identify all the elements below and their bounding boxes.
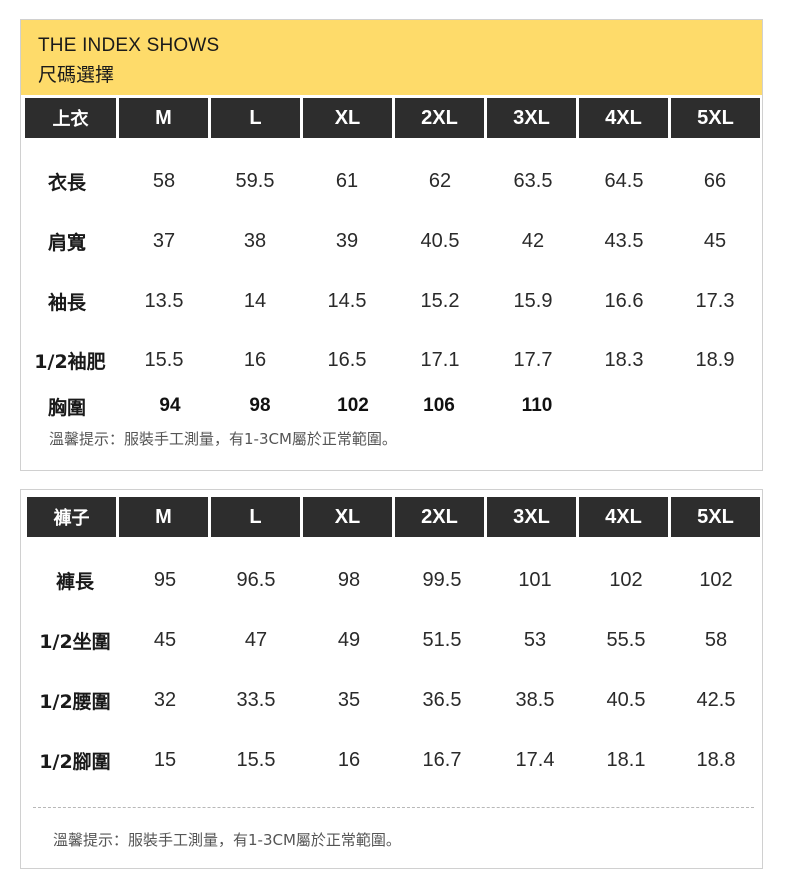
table-cell: 40.5	[420, 229, 460, 252]
table-cell: 16.5	[327, 348, 367, 371]
table-cell: 64.5	[604, 169, 644, 192]
table-cell: 58	[152, 169, 176, 192]
table-cell: 53	[523, 628, 547, 651]
table-cell	[673, 386, 757, 426]
table-cell: 102	[699, 568, 733, 591]
header-cell-size: XL	[303, 497, 392, 537]
table-cell: 63.5	[513, 169, 553, 192]
table-cell: 15.2	[420, 289, 460, 312]
table-cell: 45	[153, 628, 177, 651]
header-cell-size: L	[211, 497, 300, 537]
table-cell: 16	[243, 348, 267, 371]
header-cell-size: 4XL	[579, 497, 668, 537]
table-cell: 16	[337, 748, 361, 771]
table-cell: 62	[428, 169, 452, 192]
header-cell-size: 5XL	[671, 98, 760, 138]
table-cell: 40.5	[606, 688, 646, 711]
row-label: 1/2坐圍	[39, 630, 111, 653]
header-cell-size: 4XL	[579, 98, 668, 138]
table-cell: 101	[518, 568, 552, 591]
table-cell: 106	[423, 395, 455, 416]
header-cell-size: 2XL	[395, 98, 484, 138]
row-label: 衣長	[47, 171, 86, 194]
table-cell: 47	[244, 628, 268, 651]
header-cell-size: 2XL	[395, 497, 484, 537]
table-cell: 66	[703, 169, 727, 192]
table-cell: 98	[249, 395, 271, 416]
top-table-header: 上衣 M L XL 2XL 3XL 4XL 5XL	[25, 98, 760, 138]
table-cell: 18.1	[606, 748, 646, 771]
header-cell-size: M	[119, 98, 208, 138]
measurement-note: 溫馨提示：服裝手工測量，有1-3CM屬於正常範圍。	[49, 430, 397, 448]
table-cell: 17.7	[513, 348, 553, 371]
table-cell: 58	[704, 628, 728, 651]
bottom-size-panel: 褲子 M L XL 2XL 3XL 4XL 5XL 褲長 95 96.5 98 …	[20, 489, 763, 869]
table-cell: 95	[153, 568, 177, 591]
table-cell: 94	[159, 395, 181, 416]
table-cell	[582, 386, 666, 426]
table-cell: 96.5	[236, 568, 276, 591]
header-cell-category: 褲子	[27, 497, 116, 537]
header-cell-size: XL	[303, 98, 392, 138]
row-label: 1/2腳圍	[39, 750, 111, 773]
measurement-note: 溫馨提示：服裝手工測量，有1-3CM屬於正常範圍。	[53, 831, 401, 849]
table-cell: 37	[152, 229, 176, 252]
table-cell: 36.5	[422, 688, 462, 711]
table-cell: 15.5	[236, 748, 276, 771]
table-cell: 61	[335, 169, 359, 192]
table-cell: 17.4	[515, 748, 555, 771]
table-cell: 43.5	[604, 229, 644, 252]
table-cell: 18.9	[695, 348, 735, 371]
table-cell: 14	[243, 289, 267, 312]
table-cell: 15	[153, 748, 177, 771]
table-cell: 42.5	[696, 688, 736, 711]
table-cell: 18.3	[604, 348, 644, 371]
row-label: 肩寬	[47, 231, 86, 254]
table-cell: 14.5	[327, 289, 367, 312]
table-cell: 110	[521, 395, 553, 416]
table-cell: 38.5	[515, 688, 555, 711]
table-cell: 38	[243, 229, 267, 252]
table-cell: 49	[337, 628, 361, 651]
row-label: 1/2袖肥	[34, 350, 106, 373]
header-cell-size: 3XL	[487, 497, 576, 537]
table-cell: 51.5	[422, 628, 462, 651]
row-label: 袖長	[47, 291, 86, 314]
row-label: 褲長	[55, 570, 94, 593]
table-cell: 17.1	[420, 348, 460, 371]
table-cell: 18.8	[696, 748, 736, 771]
header-cell-size: M	[119, 497, 208, 537]
dashed-divider	[33, 807, 754, 808]
brand-name: THE INDEX SHOWS	[38, 35, 220, 56]
table-cell: 33.5	[236, 688, 276, 711]
bottom-table-header: 褲子 M L XL 2XL 3XL 4XL 5XL	[27, 497, 760, 537]
table-cell: 42	[521, 229, 545, 252]
table-cell: 15.9	[513, 289, 553, 312]
brand-banner: THE INDEX SHOWS 尺碼選擇	[21, 20, 762, 95]
table-cell: 59.5	[235, 169, 275, 192]
table-cell: 16.7	[422, 748, 462, 771]
top-size-panel: THE INDEX SHOWS 尺碼選擇 上衣 M L XL 2XL 3XL 4…	[20, 19, 763, 471]
table-cell: 16.6	[604, 289, 644, 312]
size-selection-title: 尺碼選擇	[38, 64, 115, 86]
table-cell: 15.5	[144, 348, 184, 371]
header-cell-category: 上衣	[25, 98, 116, 138]
header-cell-size: 3XL	[487, 98, 576, 138]
table-cell: 98	[337, 568, 361, 591]
row-label: 胸圍	[47, 396, 86, 419]
table-cell: 35	[337, 688, 361, 711]
table-cell: 17.3	[695, 289, 735, 312]
table-cell: 99.5	[422, 568, 462, 591]
table-cell: 102	[609, 568, 643, 591]
table-cell: 55.5	[606, 628, 646, 651]
row-label: 1/2腰圍	[39, 690, 111, 713]
table-cell: 45	[703, 229, 727, 252]
header-cell-size: L	[211, 98, 300, 138]
header-cell-size: 5XL	[671, 497, 760, 537]
table-cell: 102	[337, 395, 369, 416]
table-cell: 32	[153, 688, 177, 711]
table-cell: 13.5	[144, 289, 184, 312]
table-cell: 39	[335, 229, 359, 252]
